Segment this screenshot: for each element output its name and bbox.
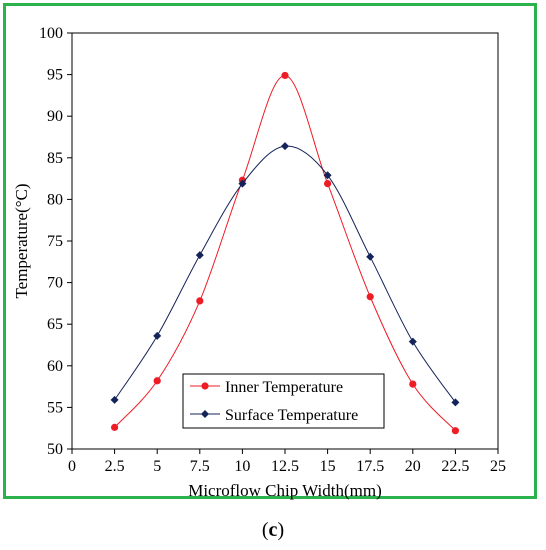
legend: Inner Temperature Surface Temperature: [182, 373, 385, 429]
inner-temperature-point: [451, 427, 459, 435]
y-tick-label: 65: [47, 316, 63, 333]
surface-temperature-point: [323, 171, 332, 180]
x-tick-label: 17.5: [356, 458, 384, 475]
x-tick-label: 10: [234, 458, 250, 475]
caption-close-paren: ): [277, 519, 285, 541]
x-tick-label: 12.5: [271, 458, 299, 475]
y-tick-label: 90: [47, 108, 63, 125]
legend-label-surface: Surface Temperature: [225, 407, 358, 424]
x-tick-label: 25: [490, 458, 506, 475]
surface-temperature-point: [110, 395, 119, 404]
surface-temperature-point: [195, 251, 204, 260]
y-tick-label: 70: [47, 275, 63, 292]
inner-temperature-point: [324, 179, 332, 188]
surface-temperature-point: [451, 398, 460, 407]
y-tick-label: 50: [47, 441, 63, 458]
legend-marker-inner: [201, 382, 209, 390]
y-tick-label: 95: [47, 67, 63, 84]
figure-frame: [3, 3, 537, 499]
inner-temperature-point: [281, 71, 289, 80]
legend-label-inner: Inner Temperature: [225, 379, 343, 396]
surface-temperature-point: [408, 337, 417, 346]
surface-temperature-point: [238, 179, 247, 188]
x-axis-ticks: 0 2.5 5 7.5 10 12.5 15 17.5 20 22.5 25: [68, 449, 506, 475]
inner-temperature-point: [366, 293, 374, 301]
y-tick-label: 100: [39, 25, 63, 42]
y-tick-label: 80: [47, 191, 63, 208]
y-axis-ticks: 50 55 60 65 70 75 80 85 90 95 100: [39, 25, 72, 458]
x-tick-label: 20: [405, 458, 421, 475]
x-tick-label: 5: [153, 458, 161, 475]
legend-box: [182, 373, 385, 429]
surface-temperature-line: [114, 145, 456, 403]
x-tick-label: 22.5: [441, 458, 469, 475]
inner-temperature-point: [196, 297, 204, 305]
inner-temperature-point: [153, 377, 161, 385]
figure-caption: (c): [0, 519, 546, 542]
y-tick-label: 85: [47, 150, 63, 167]
x-tick-label: 2.5: [105, 458, 125, 475]
x-axis-title: Microflow Chip Width(mm): [188, 481, 382, 500]
caption-open-paren: (: [261, 519, 269, 541]
surface-temperature-point: [153, 331, 162, 340]
y-tick-label: 55: [47, 399, 63, 416]
surface-temperature-point: [366, 252, 375, 261]
series-group: [110, 71, 460, 435]
legend-marker-surface: [201, 410, 209, 418]
x-tick-label: 7.5: [190, 458, 210, 475]
inner-temperature-point: [409, 380, 417, 388]
temperature-chart: 0 2.5 5 7.5 10 12.5 15 17.5 20 22.5 25 50 55 60 65 70 7…: [12, 25, 506, 500]
caption-letter: c: [268, 519, 278, 541]
y-tick-label: 60: [47, 358, 63, 375]
x-tick-label: 15: [320, 458, 336, 475]
x-tick-label: 0: [68, 458, 76, 475]
y-tick-label: 75: [47, 233, 63, 250]
y-axis-title: Temperature(°C): [12, 183, 31, 298]
inner-temperature-point: [111, 423, 119, 431]
surface-temperature-point: [281, 142, 289, 151]
